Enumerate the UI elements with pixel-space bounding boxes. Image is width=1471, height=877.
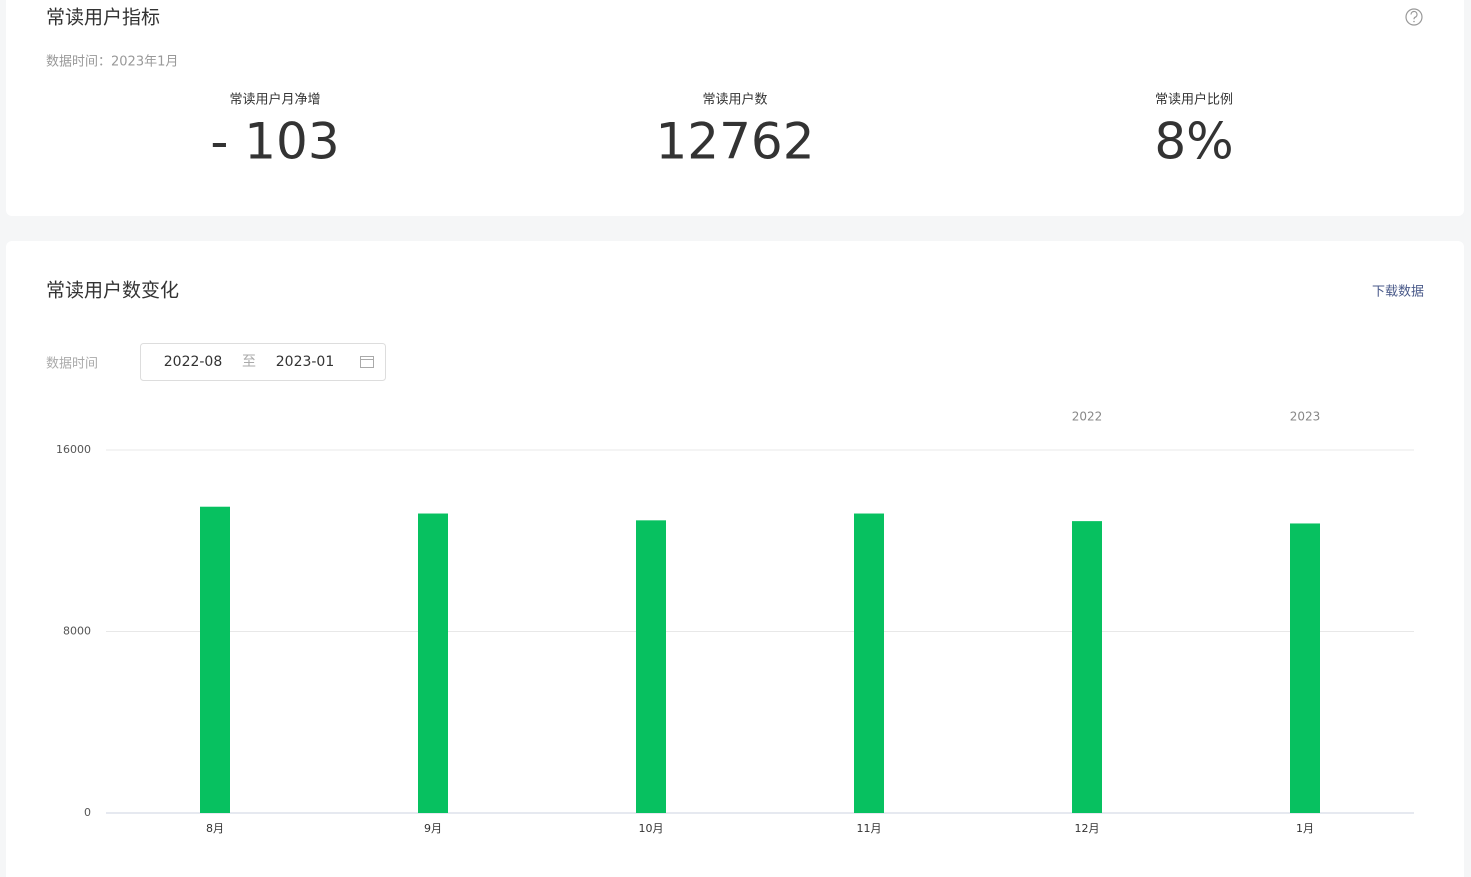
x-tick-label: 12月: [1075, 822, 1100, 835]
metric-label: 常读用户比例: [1155, 92, 1233, 108]
bar: [1290, 523, 1320, 813]
overview-title: 常读用户指标: [46, 7, 160, 29]
data-time: 数据时间：2023年1月: [46, 55, 178, 70]
download-link[interactable]: 下载数据: [1372, 285, 1424, 300]
bar: [200, 506, 230, 813]
x-tick-label: 10月: [639, 822, 664, 835]
metric-value: 12762: [655, 113, 814, 171]
year-label: 2023: [1290, 410, 1321, 424]
y-tick-label: 8000: [63, 625, 91, 638]
year-label: 2022: [1072, 410, 1103, 424]
bar: [854, 513, 884, 813]
date-separator: 至: [242, 354, 256, 370]
overview-card: [6, 0, 1464, 216]
chart: 0 8000 16000 8月 9月 10月 11月 12月 2022 1月 2023: [56, 410, 1414, 835]
date-start[interactable]: 2022-08: [164, 354, 223, 370]
x-tick-label: 1月: [1296, 822, 1314, 835]
date-end[interactable]: 2023-01: [276, 354, 335, 370]
help-icon[interactable]: [1405, 8, 1423, 26]
calendar-icon[interactable]: [360, 356, 374, 368]
bar: [418, 513, 448, 813]
date-range-picker[interactable]: [140, 343, 386, 381]
filter-label: 数据时间: [46, 357, 98, 372]
x-tick-label: 8月: [206, 822, 224, 835]
trend-title: 常读用户数变化: [46, 280, 179, 302]
x-tick-label: 9月: [424, 822, 442, 835]
metric-label: 常读用户月净增: [229, 92, 320, 108]
x-tick-label: 11月: [857, 822, 882, 835]
metric-label: 常读用户数: [702, 92, 767, 108]
metric-value: 8%: [1154, 113, 1233, 171]
bar: [636, 520, 666, 813]
bar: [1072, 521, 1102, 813]
y-tick-label: 0: [84, 806, 91, 819]
y-tick-label: 16000: [56, 443, 91, 456]
metric-value: - 103: [210, 113, 339, 171]
